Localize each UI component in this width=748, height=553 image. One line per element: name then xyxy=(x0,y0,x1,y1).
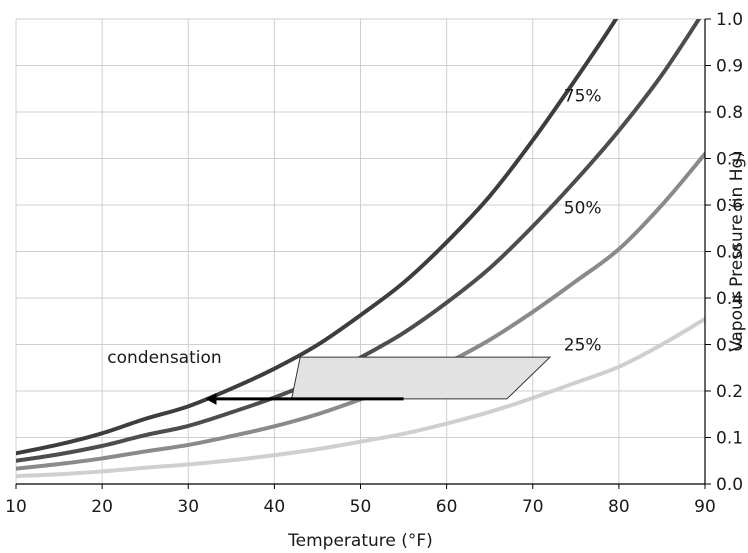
y-tick-label: 0.6 xyxy=(716,196,743,216)
y-tick-label: 0.8 xyxy=(716,103,743,123)
series-label-2: 50% xyxy=(564,198,602,218)
y-tick-label: 0.9 xyxy=(716,57,743,77)
x-tick-label: 50 xyxy=(350,497,372,517)
condensation-box xyxy=(290,356,552,400)
x-axis-label: Temperature (°F) xyxy=(287,531,433,551)
series-line-1 xyxy=(16,19,702,463)
curves xyxy=(16,19,705,479)
series-line-0 xyxy=(16,19,619,456)
y-tick-label: 0.1 xyxy=(716,429,743,449)
series-label-3: 25% xyxy=(564,336,602,356)
series-label-1: 75% xyxy=(564,87,602,107)
series-line-3 xyxy=(16,316,705,479)
x-tick-label: 40 xyxy=(264,497,286,517)
x-tick-labels: 10 20 30 40 50 60 70 80 90 xyxy=(5,497,716,517)
x-tick-label: 20 xyxy=(91,497,113,517)
axes xyxy=(15,18,711,489)
y-tick-label: 0.2 xyxy=(716,382,743,402)
y-tick-label: 0.4 xyxy=(716,289,743,309)
x-tick-label: 70 xyxy=(522,497,544,517)
y-tick-label: 0.3 xyxy=(716,336,743,356)
condensation-annotation: condensation xyxy=(107,348,552,405)
y-tick-label: 1.0 xyxy=(716,10,743,30)
y-tick-label: 0.0 xyxy=(716,475,743,495)
grid xyxy=(15,18,706,485)
y-tick-labels: 0.0 0.1 0.2 0.3 0.4 0.5 0.6 0.7 0.8 0.9 1.0 xyxy=(716,10,743,495)
x-tick-label: 10 xyxy=(5,497,27,517)
y-axis-label: Vapour Pressure (in Hg) xyxy=(727,151,747,352)
x-tick-label: 90 xyxy=(694,497,716,517)
y-tick-label: 0.5 xyxy=(716,243,743,263)
y-tick-label: 0.7 xyxy=(716,150,743,170)
x-tick-label: 30 xyxy=(177,497,199,517)
x-tick-label: 60 xyxy=(436,497,458,517)
x-tick-label: 80 xyxy=(608,497,630,517)
condensation-label: condensation xyxy=(107,348,221,368)
condensation-arrowhead xyxy=(205,392,217,405)
